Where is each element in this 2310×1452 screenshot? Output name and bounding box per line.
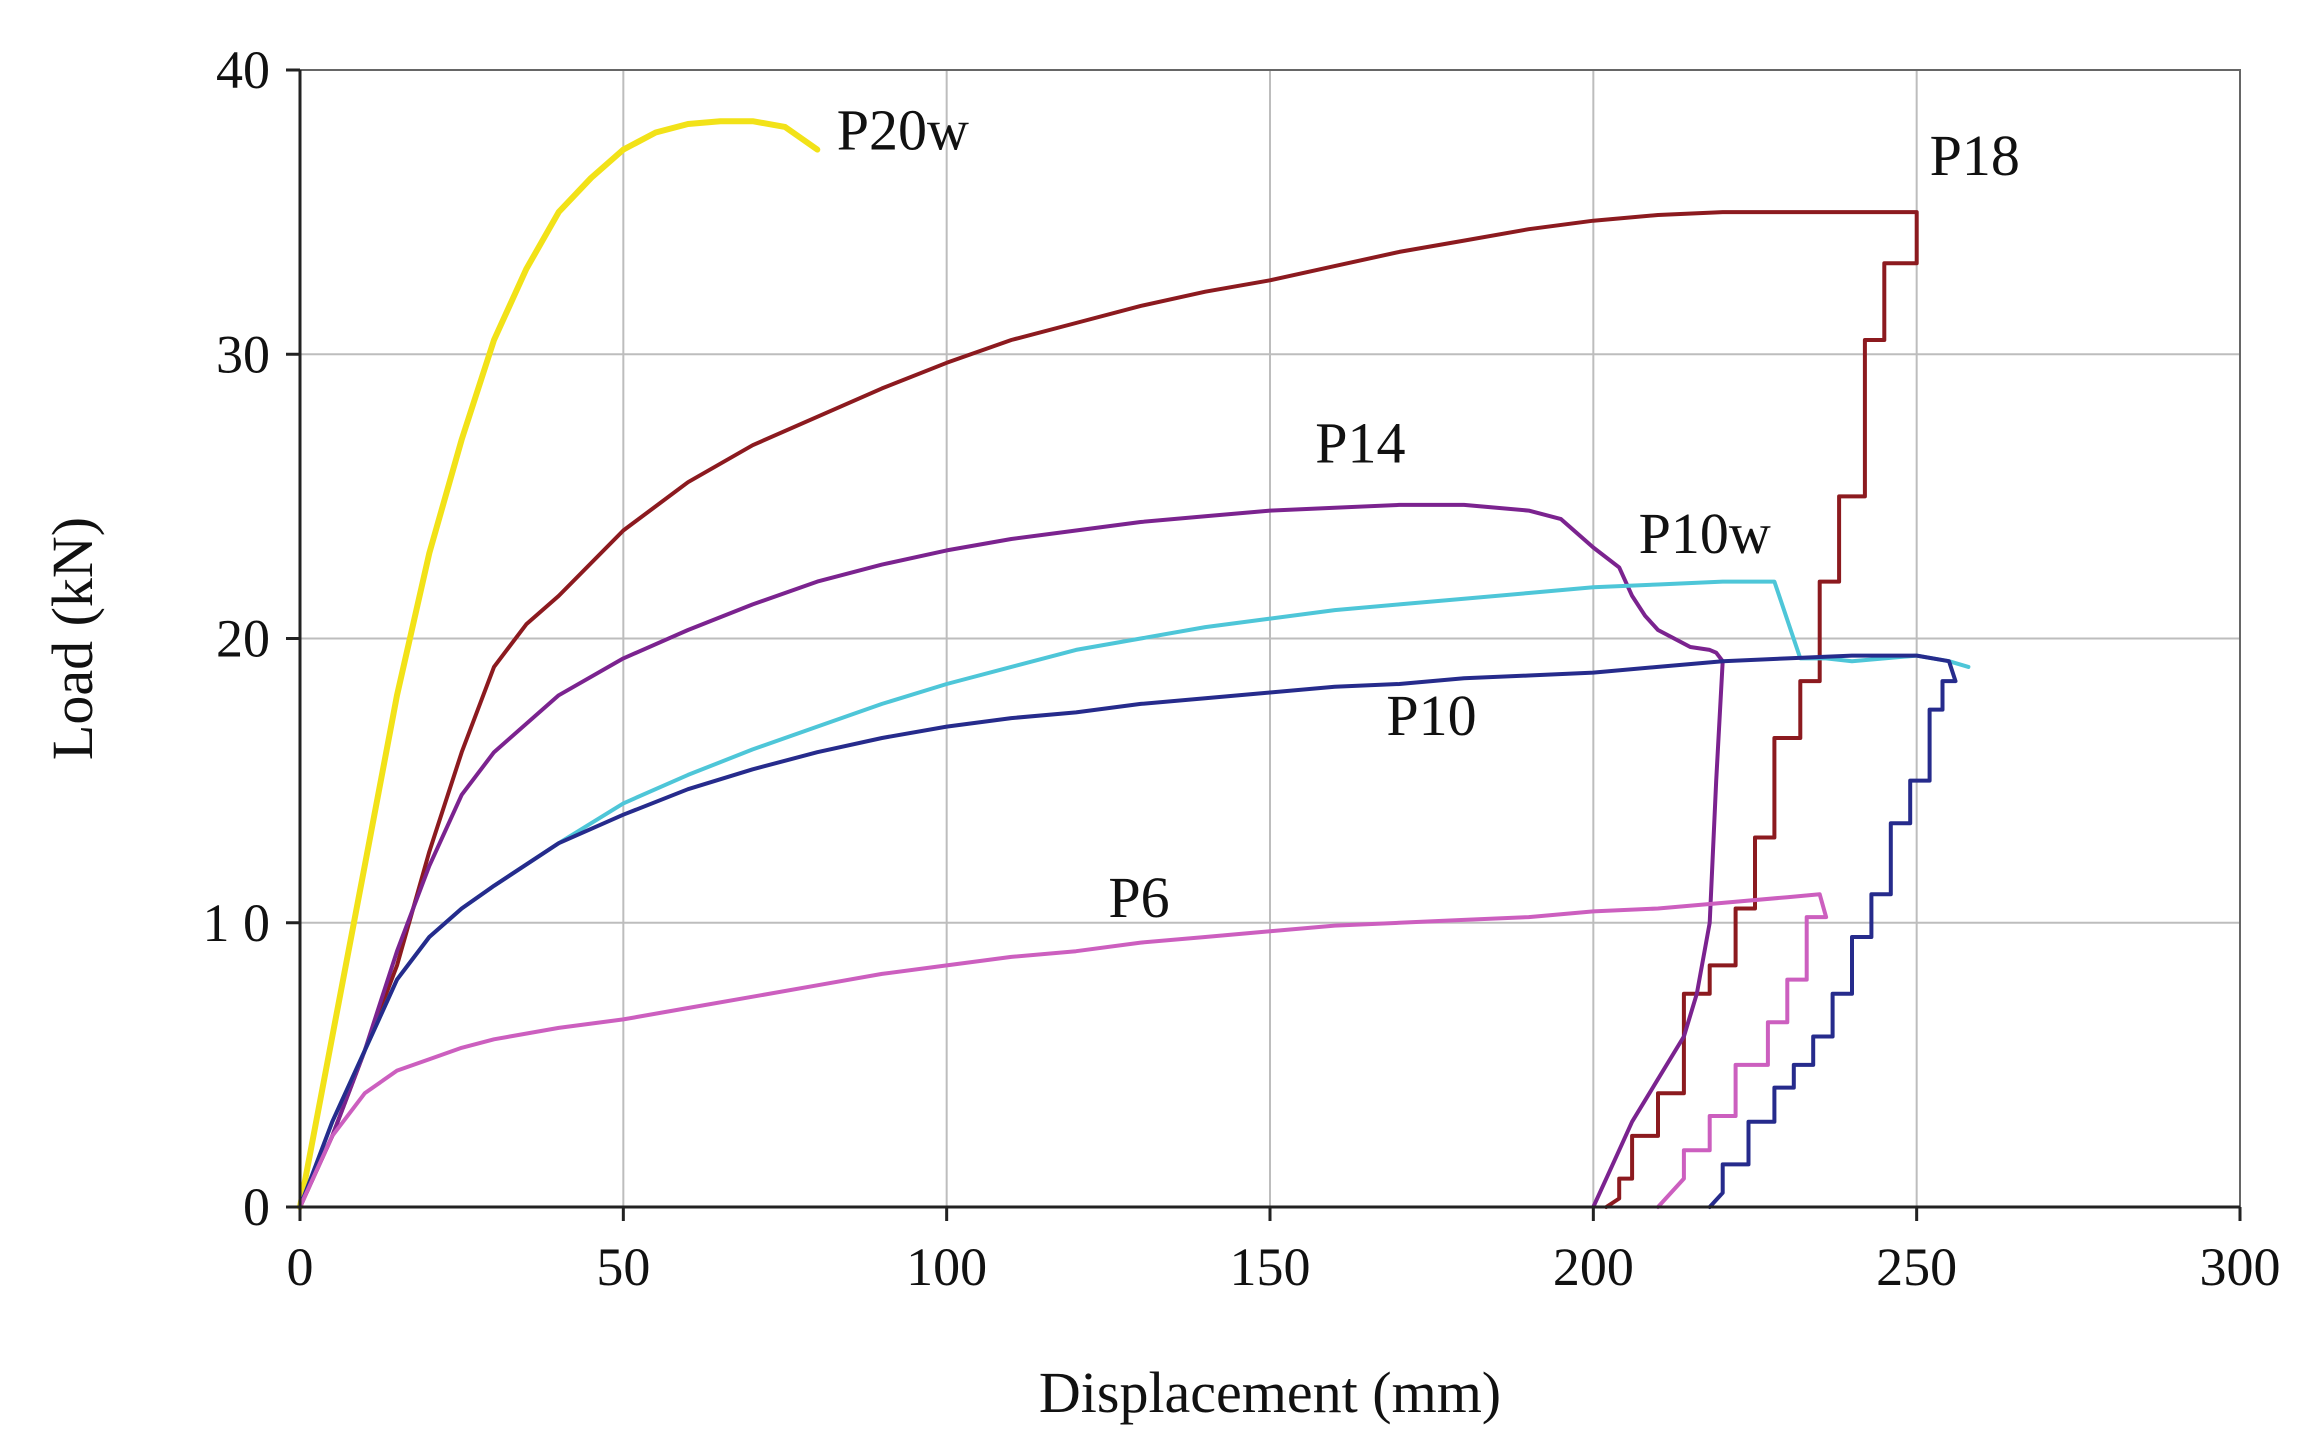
series-label-p10: P10 <box>1386 683 1476 748</box>
series-label-p10w: P10w <box>1639 501 1771 566</box>
series-labels: P20w P18 P14 P10w P10 P6 <box>837 98 2020 930</box>
y-axis-title: Load (kN) <box>40 517 105 760</box>
series-line-p20w <box>297 118 821 1210</box>
series-line-p6 <box>298 892 1829 1209</box>
y-tick-label: 40 <box>216 40 270 100</box>
x-axis-title: Displacement (mm) <box>1039 1360 1501 1425</box>
series-line-p14 <box>298 502 1725 1209</box>
series-label-p6: P6 <box>1108 865 1169 930</box>
series-label-p20w: P20w <box>837 98 969 163</box>
series-group <box>297 118 1971 1210</box>
series-label-p18: P18 <box>1930 123 2020 188</box>
x-tick-label: 100 <box>906 1237 987 1297</box>
x-tick-label: 50 <box>596 1237 650 1297</box>
y-tick-label: 0 <box>243 1177 270 1237</box>
x-tick-label: 250 <box>1876 1237 1957 1297</box>
series-line-p18 <box>298 210 1919 1209</box>
series-line-p10 <box>298 653 1958 1209</box>
y-tick-label: 20 <box>216 609 270 669</box>
grid <box>300 69 2241 1207</box>
series-label-p14: P14 <box>1315 410 1405 475</box>
x-tick-label: 200 <box>1553 1237 1634 1297</box>
y-tick-label: 1 0 <box>203 893 271 953</box>
x-tick-label: 150 <box>1230 1237 1311 1297</box>
x-tick-label: 300 <box>2200 1237 2281 1297</box>
x-tick-label: 0 <box>287 1237 314 1297</box>
y-tick-label: 30 <box>216 324 270 384</box>
